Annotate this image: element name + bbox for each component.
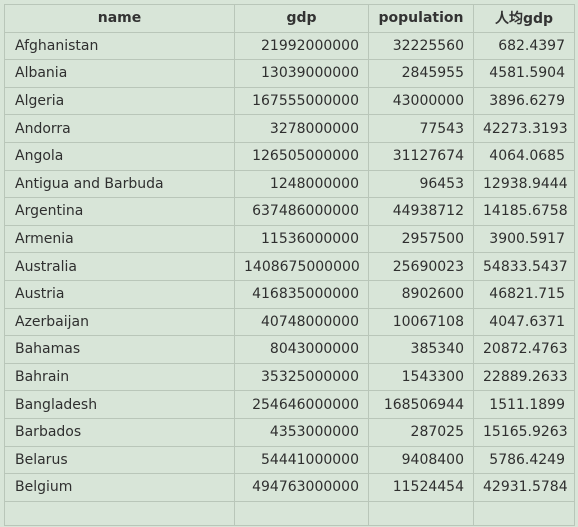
- name-cell: Bahamas: [4, 335, 235, 364]
- population-cell: 2957500: [368, 224, 474, 254]
- table-row: Algeria 167555000000 43000000 3896.6279: [4, 86, 575, 116]
- gdp-per-capita-cell: 3900.5917: [473, 224, 575, 254]
- name-cell: Antigua and Barbuda: [4, 169, 235, 199]
- population-cell: 9408400: [368, 445, 474, 475]
- gdp-cell: 40748000000: [234, 307, 369, 337]
- population-cell: 1543300: [368, 362, 474, 392]
- name-cell: Belgium: [4, 473, 235, 502]
- population-cell: 96453: [368, 169, 474, 199]
- empty-cell: [368, 500, 474, 526]
- table-row: Bangladesh 254646000000 168506944 1511.1899: [4, 390, 575, 419]
- gdp-cell: 637486000000: [234, 197, 369, 226]
- header-population[interactable]: population: [368, 4, 474, 33]
- gdp-cell: 254646000000: [234, 390, 369, 419]
- gdp-per-capita-cell: 682.4397: [473, 31, 575, 61]
- population-cell: 25690023: [368, 252, 474, 281]
- table-row-partial: [4, 500, 575, 526]
- gdp-cell: 35325000000: [234, 362, 369, 392]
- gdp-cell: 3278000000: [234, 114, 369, 143]
- header-gdp-per-capita[interactable]: 人均gdp: [473, 4, 575, 33]
- gdp-per-capita-cell: 4064.0685: [473, 141, 575, 171]
- header-name[interactable]: name: [4, 4, 235, 33]
- gdp-per-capita-cell: 4047.6371: [473, 307, 575, 337]
- name-cell: Andorra: [4, 114, 235, 143]
- name-cell: Australia: [4, 252, 235, 281]
- table-row: Andorra 3278000000 77543 42273.3193: [4, 114, 575, 143]
- name-cell: Belarus: [4, 445, 235, 475]
- gdp-per-capita-cell: 5786.4249: [473, 445, 575, 475]
- population-cell: 2845955: [368, 59, 474, 88]
- gdp-per-capita-cell: 42273.3193: [473, 114, 575, 143]
- population-cell: 31127674: [368, 141, 474, 171]
- gdp-cell: 54441000000: [234, 445, 369, 475]
- gdp-cell: 416835000000: [234, 279, 369, 309]
- gdp-cell: 4353000000: [234, 417, 369, 447]
- gdp-cell: 494763000000: [234, 473, 369, 502]
- gdp-per-capita-cell: 3896.6279: [473, 86, 575, 116]
- table-row: Angola 126505000000 31127674 4064.0685: [4, 141, 575, 171]
- gdp-cell: 13039000000: [234, 59, 369, 88]
- gdp-per-capita-cell: 15165.9263: [473, 417, 575, 447]
- gdp-per-capita-cell: 54833.5437: [473, 252, 575, 281]
- gdp-cell: 11536000000: [234, 224, 369, 254]
- gdp-per-capita-cell: 22889.2633: [473, 362, 575, 392]
- header-row: name gdp population 人均gdp: [4, 4, 575, 33]
- table-row: Belarus 54441000000 9408400 5786.4249: [4, 445, 575, 475]
- table-row: Barbados 4353000000 287025 15165.9263: [4, 417, 575, 447]
- name-cell: Bahrain: [4, 362, 235, 392]
- name-cell: Argentina: [4, 197, 235, 226]
- gdp-per-capita-cell: 46821.715: [473, 279, 575, 309]
- table-row: Albania 13039000000 2845955 4581.5904: [4, 59, 575, 88]
- gdp-per-capita-cell: 4581.5904: [473, 59, 575, 88]
- gdp-cell: 1248000000: [234, 169, 369, 199]
- name-cell: Azerbaijan: [4, 307, 235, 337]
- population-cell: 77543: [368, 114, 474, 143]
- empty-cell: [473, 500, 575, 526]
- gdp-per-capita-cell: 12938.9444: [473, 169, 575, 199]
- gdp-per-capita-cell: 20872.4763: [473, 335, 575, 364]
- name-cell: Afghanistan: [4, 31, 235, 61]
- gdp-per-capita-cell: 42931.5784: [473, 473, 575, 502]
- table-row: Azerbaijan 40748000000 10067108 4047.6371: [4, 307, 575, 337]
- name-cell: Armenia: [4, 224, 235, 254]
- empty-cell: [234, 500, 369, 526]
- population-cell: 32225560: [368, 31, 474, 61]
- gdp-per-capita-cell: 1511.1899: [473, 390, 575, 419]
- population-cell: 11524454: [368, 473, 474, 502]
- population-cell: 43000000: [368, 86, 474, 116]
- table-body: Afghanistan 21992000000 32225560 682.4397 Al…: [4, 31, 575, 526]
- table-row: Bahamas 8043000000 385340 20872.4763: [4, 335, 575, 364]
- table-row: Australia 1408675000000 25690023 54833.5437: [4, 252, 575, 281]
- gdp-per-capita-cell: 14185.6758: [473, 197, 575, 226]
- population-cell: 8902600: [368, 279, 474, 309]
- population-cell: 10067108: [368, 307, 474, 337]
- table-row: Antigua and Barbuda 1248000000 96453 12938.…: [4, 169, 575, 199]
- population-cell: 385340: [368, 335, 474, 364]
- table-row: Afghanistan 21992000000 32225560 682.4397: [4, 31, 575, 61]
- name-cell: Barbados: [4, 417, 235, 447]
- table-row: Belgium 494763000000 11524454 42931.5784: [4, 473, 575, 502]
- population-cell: 287025: [368, 417, 474, 447]
- population-cell: 168506944: [368, 390, 474, 419]
- table-row: Bahrain 35325000000 1543300 22889.2633: [4, 362, 575, 392]
- empty-cell: [4, 500, 235, 526]
- header-gdp[interactable]: gdp: [234, 4, 369, 33]
- gdp-cell: 21992000000: [234, 31, 369, 61]
- name-cell: Albania: [4, 59, 235, 88]
- country-gdp-table: name gdp population 人均gdp Afghanistan 219…: [4, 4, 575, 526]
- name-cell: Algeria: [4, 86, 235, 116]
- table-row: Argentina 637486000000 44938712 14185.6758: [4, 197, 575, 226]
- name-cell: Bangladesh: [4, 390, 235, 419]
- name-cell: Austria: [4, 279, 235, 309]
- gdp-cell: 1408675000000: [234, 252, 369, 281]
- gdp-cell: 167555000000: [234, 86, 369, 116]
- population-cell: 44938712: [368, 197, 474, 226]
- table-row: Austria 416835000000 8902600 46821.715: [4, 279, 575, 309]
- gdp-cell: 8043000000: [234, 335, 369, 364]
- table-row: Armenia 11536000000 2957500 3900.5917: [4, 224, 575, 254]
- gdp-cell: 126505000000: [234, 141, 369, 171]
- name-cell: Angola: [4, 141, 235, 171]
